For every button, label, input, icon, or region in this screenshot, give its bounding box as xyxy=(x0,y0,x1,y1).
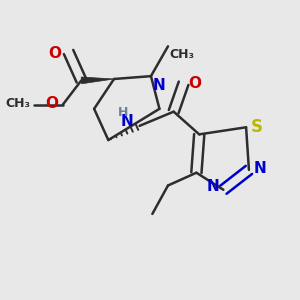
Text: CH₃: CH₃ xyxy=(5,97,30,110)
Text: O: O xyxy=(45,96,58,111)
Text: CH₃: CH₃ xyxy=(169,48,194,61)
Text: N: N xyxy=(254,161,267,176)
Text: N: N xyxy=(206,179,219,194)
Text: H: H xyxy=(118,106,128,119)
Text: O: O xyxy=(189,76,202,91)
Text: N: N xyxy=(121,114,133,129)
Polygon shape xyxy=(81,77,114,84)
Text: N: N xyxy=(152,78,165,93)
Text: S: S xyxy=(251,118,263,136)
Text: O: O xyxy=(49,46,62,61)
